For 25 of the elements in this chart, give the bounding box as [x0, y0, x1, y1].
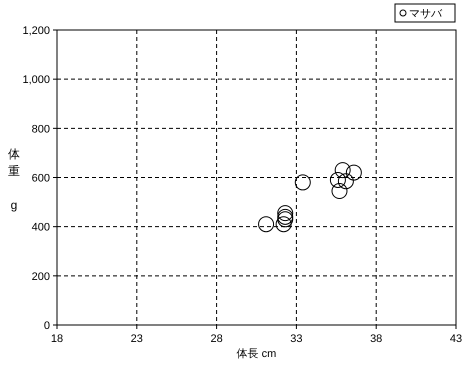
point [330, 172, 346, 188]
y-tick-label: 400 [32, 222, 50, 234]
y-tick-label: 0 [44, 320, 50, 332]
y-tick-label: 600 [32, 172, 50, 184]
point [331, 183, 348, 200]
y-tick-label: 1,200 [22, 25, 50, 37]
x-tick-label: 18 [50, 333, 64, 345]
y-tick-label: 1,000 [22, 74, 50, 86]
x-tick-label: 28 [210, 333, 223, 345]
x-tick-label: 43 [450, 333, 462, 345]
point [338, 173, 354, 190]
y-tick-label: 800 [32, 123, 50, 136]
text: 体重 g [8, 147, 20, 212]
x-tick-label: 23 [130, 333, 143, 345]
point [346, 164, 362, 181]
point [277, 205, 294, 222]
point [258, 216, 274, 232]
x-axis-title: 体長 cm [236, 348, 276, 360]
y-tick-label: 200 [32, 270, 50, 283]
x-tick-label: 33 [290, 333, 303, 345]
point [334, 162, 351, 178]
point [276, 216, 292, 232]
legend-label: マサバ [409, 8, 443, 20]
point [294, 174, 311, 190]
x-tick-label: 38 [370, 333, 382, 345]
